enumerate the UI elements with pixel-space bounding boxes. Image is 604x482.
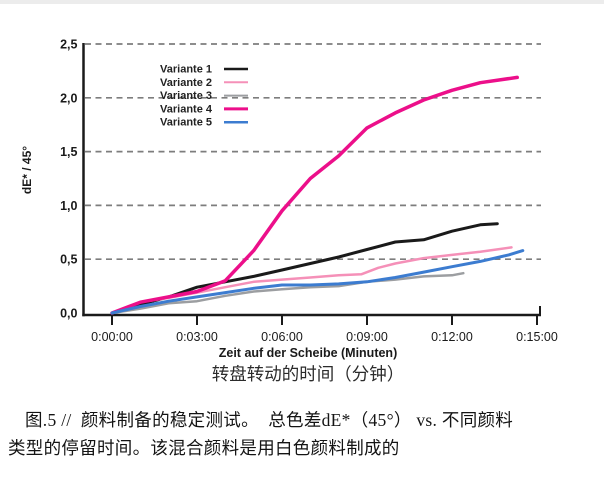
line-chart: 0:00:00 0:03:00 0:06:00 0:09:00 0:12:00 0:15:…: [20, 38, 558, 385]
series-line-variante-5: [110, 249, 525, 315]
series-line-variante-3: [110, 271, 465, 315]
x-tick-label: 0:09:00: [346, 330, 388, 344]
x-tick-label: 0:03:00: [176, 330, 218, 344]
x-tick-label: 0:12:00: [431, 330, 473, 344]
y-tick-label: 1,5: [60, 145, 77, 159]
y-tick-label: 0,5: [60, 253, 77, 267]
y-tick-label: 2,0: [60, 91, 77, 105]
y-tick-label: 0,0: [60, 307, 77, 321]
x-axis-title-zh: 转盘转动的时间（分钟）: [212, 364, 405, 384]
y-tick-label: 1,0: [60, 199, 77, 213]
x-tick-label: 0:15:00: [516, 330, 558, 344]
caption-line-1: 图.5 // 颜料制备的稳定测试。 总色差dE*（45°） vs. 不同颜料: [25, 410, 514, 430]
x-axis-title: Zeit auf der Scheibe (Minuten): [219, 346, 398, 360]
x-tick-label: 0:00:00: [91, 330, 133, 344]
legend-label-variante-4: Variante 4: [160, 103, 213, 115]
series-line-variante-4: [110, 75, 519, 315]
x-tick-label: 0:06:00: [261, 330, 303, 344]
y-axis-title: dE* / 45°: [20, 146, 34, 194]
y-tick-label: 2,5: [60, 38, 77, 52]
caption-line-2: 类型的停留时间。该混合颜料是用白色颜料制成的: [8, 438, 400, 458]
legend-label-variante-2: Variante 2: [160, 77, 212, 89]
legend-label-variante-5: Variante 5: [160, 117, 212, 129]
legend-label-variante-3: Variante 3: [160, 90, 212, 102]
page-top-edge: [0, 0, 604, 4]
chart-canvas: 0:00:00 0:03:00 0:06:00 0:09:00 0:12:00 0:15:…: [20, 38, 558, 385]
figure-caption: 图.5 // 颜料制备的稳定测试。 总色差dE*（45°） vs. 不同颜料 类…: [8, 406, 594, 462]
legend-label-variante-1: Variante 1: [160, 64, 212, 76]
